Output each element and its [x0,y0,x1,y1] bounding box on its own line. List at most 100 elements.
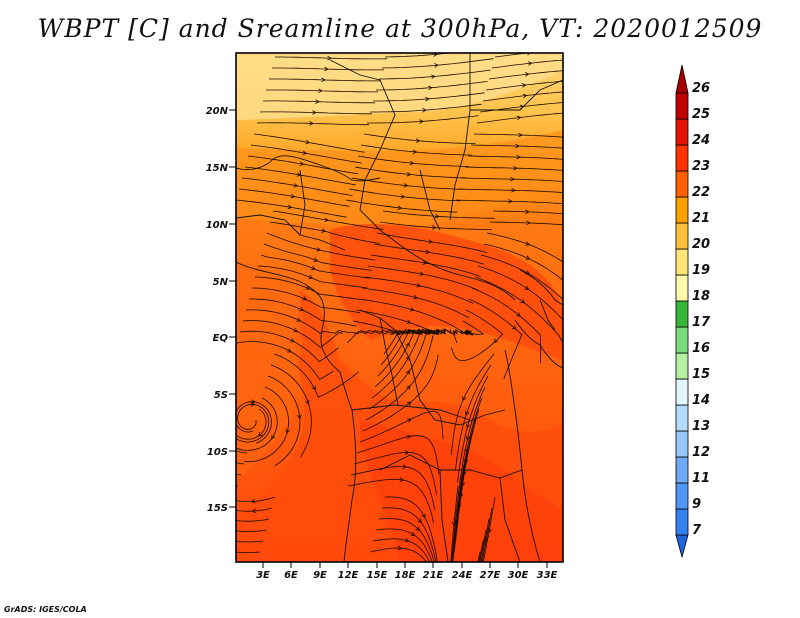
colorbar-label: 11 [692,471,710,486]
colorbar-segment [675,144,689,172]
colorbar-label: 13 [692,419,710,434]
streamline [482,91,563,102]
streamline-arrow [513,165,518,171]
streamline-arrow [511,325,517,330]
lon-label-12e: 12E [338,570,359,581]
streamline-arrow [465,435,471,441]
streamline [488,70,563,80]
colorbar [675,64,689,559]
streamline-arrow [527,61,533,66]
colorbar-label: 14 [692,393,710,408]
streamline-arrow [404,450,410,455]
streamline-arrow [456,504,462,510]
streamline [236,496,276,503]
streamline-arrow [406,319,412,324]
streamline-arrow [415,526,421,532]
streamline [236,462,245,465]
streamline [375,528,433,562]
streamline [236,438,250,443]
colorbar-label: 21 [692,211,710,226]
colorbar-segment [675,430,689,458]
streamline [481,507,493,562]
colorbar-segment [675,482,689,510]
colorbar-segment [675,378,689,406]
colorbar-label: 25 [692,107,710,122]
lat-label-eq: EQ [213,333,229,344]
streamline-arrow [312,110,317,115]
colorbar-label: 20 [692,237,710,252]
lon-label-21e: 21E [423,570,444,581]
colorbar-label: 16 [692,341,710,356]
streamline-arrow [431,74,436,79]
streamline-arrow [287,348,292,353]
streamline-arrow [419,119,424,124]
streamline-arrow [416,282,422,288]
streamline-arrow [297,414,302,420]
streamline-arrow [389,330,395,335]
streamline-arrow [400,194,406,199]
streamline-arrow [465,410,470,416]
streamline-arrow [428,85,433,91]
streamline-arrow [526,220,531,226]
streamline-arrow [462,396,467,402]
streamline-arrow [510,176,515,182]
lon-label-18e: 18E [395,570,416,581]
colorbar-segment [675,118,689,146]
colorbar-segment [675,534,689,559]
streamline-arrow [406,401,412,406]
streamline-arrow [305,399,310,405]
streamline-arrow [402,464,408,469]
streamline-arrow [525,241,531,246]
lon-label-33e: 33E [537,570,558,581]
streamline [467,155,563,160]
colorbar-label: 19 [692,263,710,278]
streamline-arrow [397,545,403,551]
streamline-arrow [425,249,431,255]
streamline-arrow [305,285,311,290]
streamline-arrow [299,306,305,312]
latitude-axis: 20N 15N 10N 5N EQ 5S 10S 15S [206,106,236,514]
lat-label-20n: 20N [206,106,229,117]
lon-label-15e: 15E [367,570,388,581]
colorbar-label: 23 [692,159,710,174]
streamline-arrow [425,96,430,102]
streamline-arrow [305,139,311,145]
lon-label-24e: 24E [452,570,473,581]
streamline-arrow [285,429,290,434]
streamline-arrow [327,55,332,61]
lon-label-3e: 3E [256,570,270,581]
colorbar-segment [675,92,689,120]
streamline [479,529,487,562]
streamline-arrow [422,108,427,113]
colorbar-label: 17 [692,315,711,330]
streamline-arrow [310,265,316,271]
colorbar-segment [675,64,689,94]
coastline-borders [236,53,563,562]
colorbar-labels: 26 25 24 23 22 21 20 19 18 17 16 15 14 1… [692,81,711,538]
streamline [478,540,484,562]
lat-label-5n: 5N [213,277,229,288]
streamline-arrow [397,205,403,210]
streamline-arrow [428,239,434,244]
streamline [473,133,563,138]
streamline-arrow [324,217,330,222]
streamline-arrow [318,88,323,94]
lon-label-30e: 30E [508,570,529,581]
streamline-arrow [287,204,293,210]
streamline-arrow [525,255,531,260]
streamline-arrow [324,66,329,72]
streamline-arrow [251,399,256,404]
streamline-arrow [409,160,415,166]
colorbar-segment [675,222,689,250]
streamline [236,473,242,476]
streamline [236,397,278,451]
streamline [236,408,267,440]
streamline-arrow [302,296,308,301]
streamline [464,166,563,171]
streamline-arrow [403,183,409,188]
streamline [451,474,462,562]
streamline-arrow [309,121,314,126]
streamline-arrow [250,499,256,504]
streamline-arrow [412,149,418,155]
streamline-arrow [417,518,422,524]
